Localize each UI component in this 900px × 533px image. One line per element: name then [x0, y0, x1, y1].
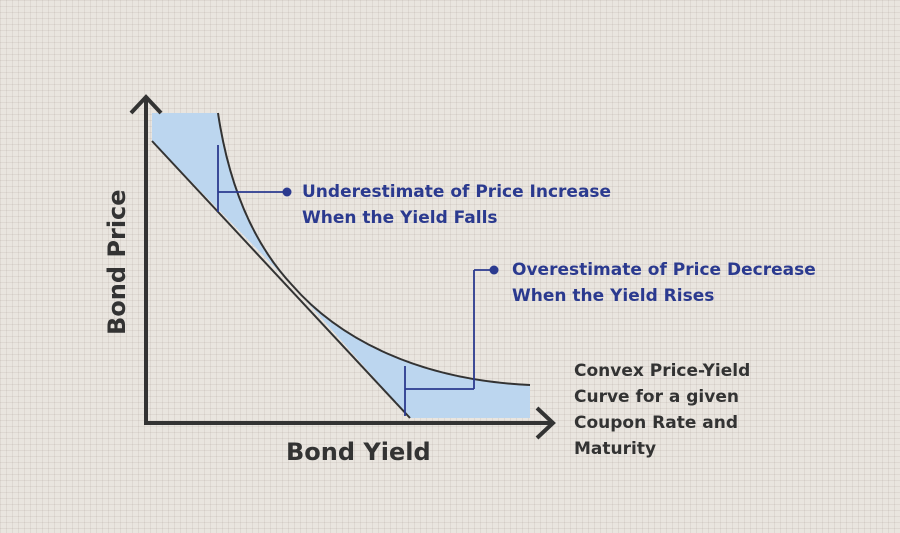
curve-description-line4: Maturity: [574, 439, 657, 459]
convex-price-yield-curve: [217, 112, 531, 386]
overestimate-callout-line1: Overestimate of Price Decrease: [512, 260, 816, 280]
underestimate-shaded-region: [152, 113, 292, 285]
curve-description: Convex Price-Yield Curve for a given Cou…: [574, 358, 750, 462]
curve-description-line2: Curve for a given: [574, 387, 739, 407]
underestimate-connector-dot: [282, 187, 292, 197]
overestimate-connector-dot: [489, 265, 499, 275]
tangent-line: [151, 140, 411, 419]
underestimate-callout: Underestimate of Price Increase When the…: [302, 179, 611, 231]
overestimate-shaded-region: [292, 285, 530, 418]
underestimate-callout-line2: When the Yield Falls: [302, 208, 498, 228]
y-axis-label: Bond Price: [103, 189, 131, 335]
x-axis-arrowhead: [535, 406, 556, 440]
x-axis-label: Bond Yield: [286, 438, 431, 466]
overestimate-callout: Overestimate of Price Decrease When the …: [512, 257, 816, 309]
curve-description-line1: Convex Price-Yield: [574, 361, 751, 381]
curve-description-line3: Coupon Rate and: [574, 413, 739, 433]
overestimate-callout-line2: When the Yield Rises: [512, 286, 715, 306]
underestimate-callout-line1: Underestimate of Price Increase: [302, 182, 612, 202]
y-axis-arrowhead: [129, 94, 163, 115]
